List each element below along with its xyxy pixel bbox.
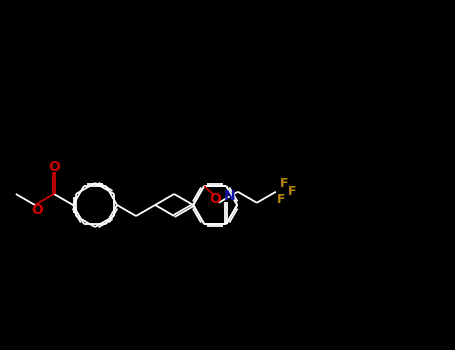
Text: O: O [48,160,60,174]
Text: F: F [280,177,288,190]
Text: F: F [277,193,285,206]
Text: O: O [209,192,221,206]
Text: O: O [31,203,43,217]
Text: F: F [288,185,296,198]
Text: N: N [223,189,235,203]
